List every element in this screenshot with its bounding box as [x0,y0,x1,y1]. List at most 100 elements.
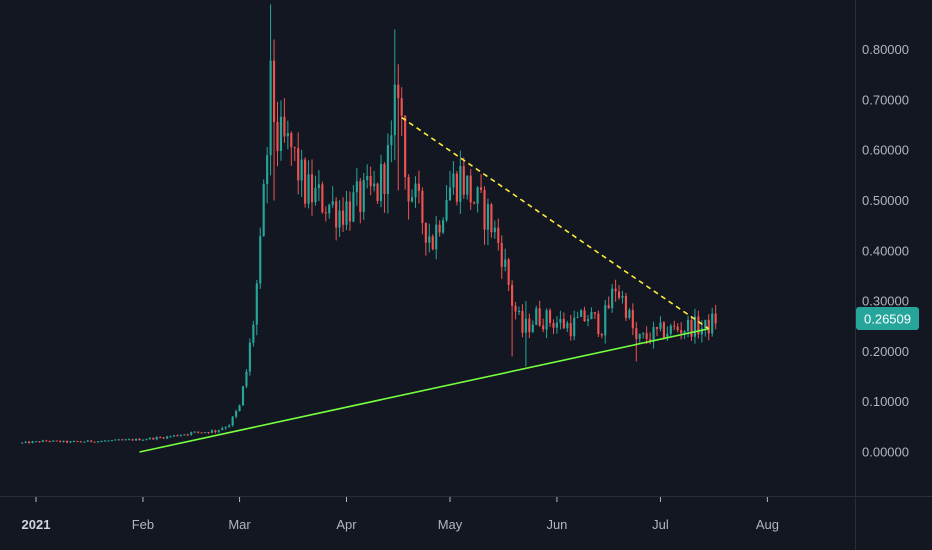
candle-body [231,416,234,426]
candle-body [669,325,672,334]
x-tick-label: Aug [756,517,779,532]
resistance-trendline[interactable] [401,116,710,330]
candle-body [328,204,331,214]
y-tick-label: 0.10000 [862,394,909,409]
candle-body [93,441,96,443]
candle-body [131,439,134,441]
candle-body [228,425,231,428]
candle-body [659,322,662,329]
candle-body [700,328,703,335]
candle-body [666,333,669,339]
x-tick-label: 2021 [22,517,51,532]
support-trendline[interactable] [139,327,709,453]
candle-body [41,440,44,443]
candle-body [159,437,162,439]
candle-body [552,322,555,328]
candle-body [134,438,138,441]
candle-body [455,173,458,202]
candle-body [214,430,217,432]
candle-body [269,60,272,156]
candle-body [524,318,527,333]
candle-body [152,437,155,440]
candle-body [459,166,462,202]
candle-body [490,204,493,233]
candle-body [21,442,24,444]
candle-body [362,180,365,212]
candle-body [117,439,120,441]
candle-body [442,220,445,233]
candle-body [65,440,69,443]
candle-body [548,310,552,323]
candle-body [462,166,465,195]
candle-body [400,98,403,116]
candle-body [45,440,48,442]
candle-body [310,174,314,203]
candle-body [486,204,490,230]
x-tick-label: May [438,517,463,532]
candle-body [276,121,279,152]
candle-body [248,342,251,372]
candle-body [538,308,541,326]
candle-body [407,177,410,202]
candle-body [373,183,376,187]
candle-body [466,175,469,195]
candle-series [21,4,717,444]
candle-body [179,435,182,437]
candle-body [321,184,324,213]
candle-body [469,175,472,203]
candle-body [197,431,200,433]
candle-body [128,439,131,441]
candle-body [673,325,676,327]
candle-body [390,135,393,146]
candle-body [500,242,503,267]
price-axis[interactable]: 0.80000 0.70000 0.60000 0.50000 0.40000 0.300… [862,42,909,459]
trendline-layer [139,116,710,453]
candle-body [514,305,517,312]
candle-body [283,116,286,137]
candle-body [114,439,117,441]
candle-body [517,310,521,312]
candle-body [697,316,700,335]
candle-body [473,202,476,204]
candle-body [172,435,176,437]
x-tick-label: Mar [228,517,251,532]
candle-body [507,259,510,285]
candle-body [224,427,227,429]
candle-body [590,312,593,320]
time-axis[interactable]: 2021 Feb Mar Apr May Jun Jul Aug [22,497,779,532]
candle-body [221,428,224,430]
candle-body [566,323,569,329]
candle-body [335,201,338,228]
candle-body [479,187,483,190]
candle-body [307,174,310,204]
candle-body [176,435,179,437]
candle-body [217,429,220,432]
candle-body [573,317,576,337]
candle-body [635,328,638,339]
candle-body [300,159,303,181]
candle-body [369,176,372,187]
candle-body [662,322,665,339]
candle-body [259,236,262,284]
candle-body [421,190,424,223]
candle-body [55,440,58,442]
y-tick-label: 0.40000 [862,243,909,258]
y-tick-label: 0.70000 [862,92,909,107]
candle-body [649,339,652,342]
candle-body [48,440,51,442]
candle-body [331,201,334,205]
candle-body [62,440,65,442]
candle-body [707,319,710,334]
candle-body [107,440,110,442]
candle-body [341,210,345,225]
candle-body [38,441,41,443]
candle-body [614,288,617,292]
candle-body [193,431,196,433]
x-tick-label: Jul [652,517,669,532]
candle-body [583,310,586,322]
candle-body [435,224,438,250]
candle-body [424,222,427,243]
candle-body [290,133,293,148]
candle-body [103,440,107,442]
